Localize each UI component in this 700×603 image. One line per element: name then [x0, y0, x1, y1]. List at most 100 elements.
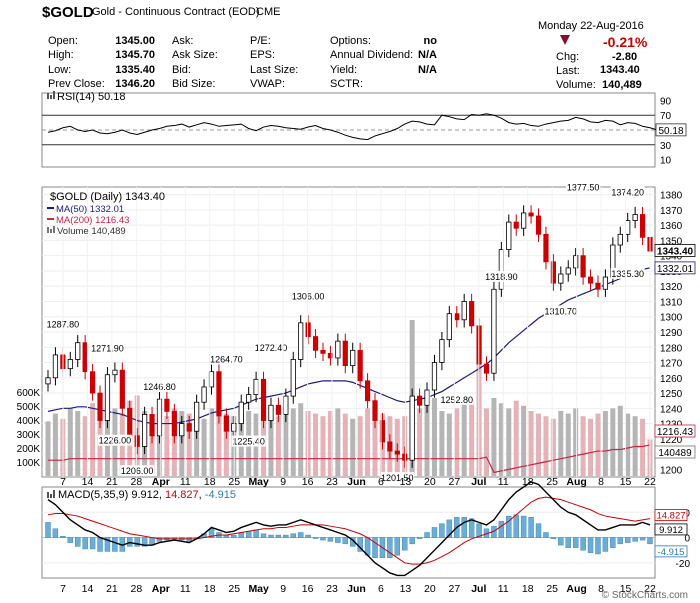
macd-histogram-bar [112, 537, 118, 552]
volume-bar [417, 408, 423, 476]
macd-histogram-bar [513, 514, 519, 538]
candle-body [521, 212, 527, 229]
macd-histogram-bar [52, 528, 59, 538]
candle-body [164, 398, 170, 412]
ma50-legend-text: MA(50) 1332.01 [56, 204, 124, 215]
rsi-line [47, 113, 658, 141]
price-tick-label: 1280 [660, 343, 683, 354]
candle-body [305, 322, 311, 337]
macd-histogram-bar [610, 537, 616, 548]
candle-body [335, 340, 341, 359]
quote-value: N/A [418, 49, 437, 62]
volume-value: 140,489 [602, 79, 642, 91]
quote-label: Ask Size: [172, 49, 218, 62]
macd-histogram-bar [535, 523, 542, 538]
candle-body [253, 378, 259, 395]
macd-line [47, 481, 651, 577]
volume-bar [536, 413, 542, 476]
macd-histogram-bar [565, 537, 571, 548]
candle-body [439, 339, 445, 363]
candle-body [639, 214, 646, 238]
macd-value-label: 14.827 [656, 511, 685, 522]
candle-body [149, 414, 155, 437]
candle-body [573, 255, 579, 269]
macd-x-tick-label: 21 [106, 583, 118, 595]
price-x-tick-label: 15 [620, 476, 632, 488]
candle-body [82, 342, 88, 373]
quote-label: VWAP: [250, 77, 286, 90]
macd-histogram-bar [141, 537, 148, 547]
macd-x-tick-label: 18 [204, 583, 216, 595]
price-tick-label: 1260 [660, 374, 683, 385]
volume-bar [469, 400, 475, 476]
price-x-tick-label: 23 [326, 476, 338, 488]
candle-body [268, 404, 274, 421]
price-x-tick-label: 13 [400, 476, 412, 488]
macd-histogram-bar [572, 537, 579, 548]
volume-bar [372, 411, 378, 476]
macd-x-tick-label: 22 [644, 583, 656, 595]
symbol-title: $GOLD [42, 4, 94, 21]
macd-histogram-bar [639, 537, 646, 541]
annotation-bg [231, 435, 266, 447]
volume-bar [513, 400, 519, 476]
macd-x-tick-label: 18 [522, 583, 534, 595]
candle-body [513, 221, 519, 229]
candle-body [320, 349, 326, 354]
volume-axis-label: 600K [17, 388, 41, 399]
volume-bar [164, 416, 170, 476]
volume-axis-label: 400K [17, 416, 41, 427]
quote-label: Last Size: [250, 63, 299, 76]
candle-body [216, 371, 222, 417]
macd-histogram-bar [260, 533, 267, 538]
price-annotation: 1226.00 [99, 436, 132, 446]
macd-x-tick-label: Jun [347, 583, 366, 595]
volume-bar [454, 408, 460, 476]
candle-body [379, 420, 386, 443]
price-x-tick-label: 14 [82, 476, 94, 488]
candle-body [327, 352, 334, 359]
annotation-bg [484, 270, 519, 282]
candle-body [246, 394, 252, 403]
price-x-tick-label: Jun [347, 476, 366, 488]
quote-value: 1335.40 [115, 63, 155, 76]
annotation-bg [610, 267, 645, 279]
macd-histogram-bar [424, 532, 430, 538]
candle-body [454, 313, 460, 321]
macd-histogram-bar [446, 519, 453, 538]
volume-bar [543, 416, 549, 476]
volume-axis-label: 200K [17, 444, 41, 455]
volume-bar [179, 411, 185, 476]
macd-histogram-bar [283, 534, 289, 538]
volume-bar [67, 408, 73, 476]
macd-x-tick-label: 11 [498, 583, 509, 595]
macd-histogram-bar [416, 537, 423, 540]
candle-body [424, 389, 430, 406]
candle-body [171, 410, 177, 437]
change-value: -2.80 [612, 51, 638, 63]
volume-axis-label: 500K [17, 402, 41, 413]
quote-label: Open: [48, 35, 78, 47]
macd-histogram-bar [156, 537, 163, 542]
volume-bar [424, 403, 430, 476]
macd-histogram-bar [506, 515, 512, 538]
candle-body [45, 377, 51, 385]
price-x-tick-label: 22 [644, 476, 656, 488]
macd-histogram-bar [208, 528, 215, 538]
volume-bar [461, 403, 467, 476]
volume-bar [268, 411, 274, 476]
price-x-tick-label: 20 [424, 476, 436, 488]
price-annotation: 1225.40 [232, 437, 265, 447]
candle-body [550, 261, 556, 284]
candle-body [602, 276, 609, 290]
macd-histogram-bar [409, 537, 415, 545]
price-x-tick-label: 18 [522, 476, 534, 488]
price-annotation: 1201.50 [381, 473, 414, 483]
quote-value: 1345.00 [115, 35, 155, 47]
macd-histogram-bar [625, 537, 631, 543]
macd-histogram-bar [476, 523, 482, 538]
price-tick-label: 1250 [660, 389, 683, 400]
candle-body [186, 423, 192, 432]
volume-bar [298, 403, 304, 476]
